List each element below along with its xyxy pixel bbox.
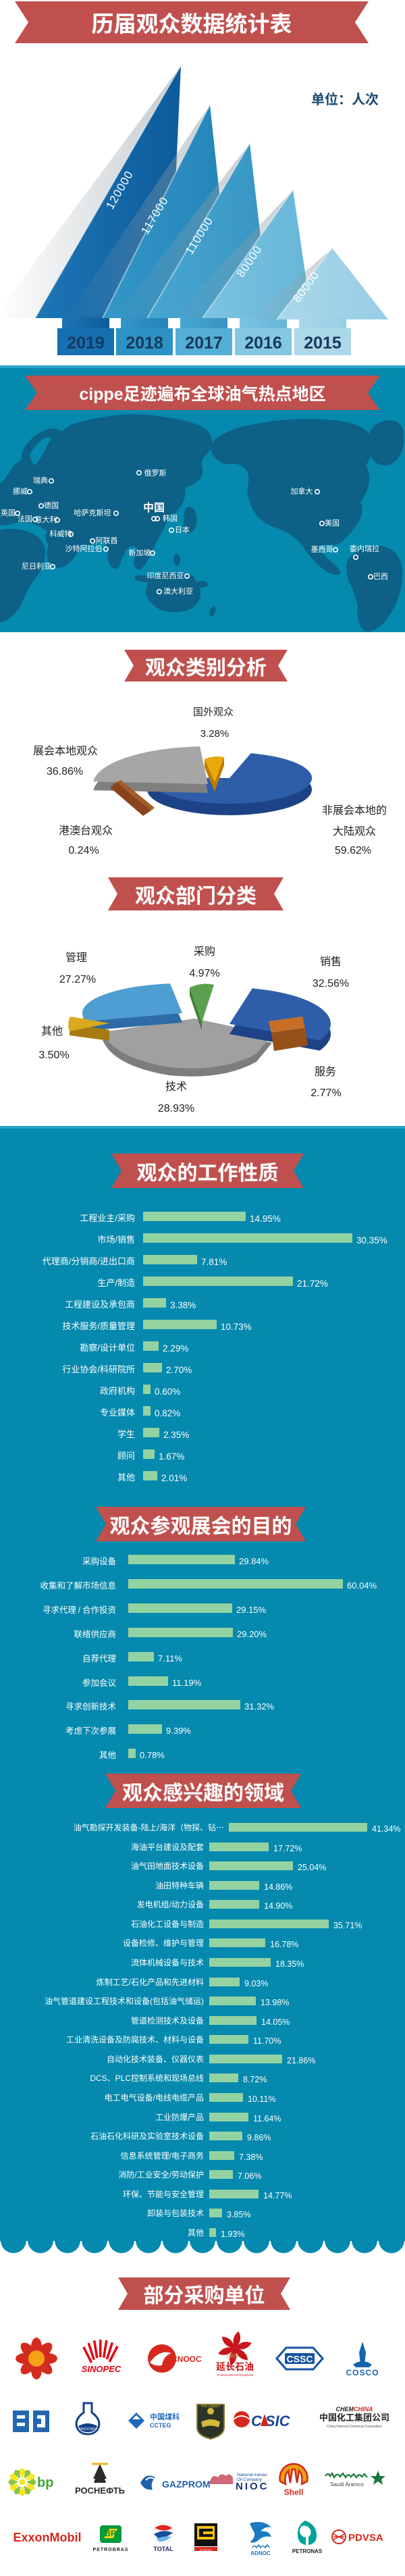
svg-text:科威特: 科威特 (50, 528, 72, 539)
svg-text:YANCHANG PETROLEUM: YANCHANG PETROLEUM (217, 2373, 253, 2377)
svg-text:哈萨克斯坦: 哈萨克斯坦 (74, 507, 111, 518)
svg-text:ExxonMobil: ExxonMobil (13, 2528, 81, 2546)
svg-text:澳大利亚: 澳大利亚 (163, 586, 193, 596)
svg-text:GAZPROM: GAZPROM (162, 2477, 211, 2491)
svg-text:BR: BR (105, 2527, 117, 2539)
svg-text:2016: 2016 (244, 330, 282, 354)
svg-text:1905: 1905 (226, 2352, 238, 2360)
svg-text:墨西哥: 墨西哥 (311, 544, 333, 555)
svg-text:РОСНЕФТЬ: РОСНЕФТЬ (75, 2483, 125, 2496)
svg-text:瑞典: 瑞典 (33, 475, 48, 486)
svg-text:韩国: 韩国 (163, 513, 178, 523)
svg-text:PETRONAS: PETRONAS (292, 2548, 323, 2555)
svg-text:PETROBRAS: PETROBRAS (93, 2546, 129, 2553)
svg-text:法国: 法国 (18, 513, 32, 524)
svg-text:SINOPEC: SINOPEC (82, 2362, 122, 2375)
svg-text:挪威: 挪威 (13, 486, 28, 496)
svg-text:2015: 2015 (304, 330, 342, 354)
svg-text:英国: 英国 (1, 507, 16, 518)
svg-text:俄罗斯: 俄罗斯 (144, 467, 167, 478)
svg-text:China National Chemical Corpor: China National Chemical Corporation (327, 2424, 382, 2429)
svg-text:加拿大: 加拿大 (291, 486, 313, 496)
svg-text:延长石油: 延长石油 (216, 2360, 254, 2373)
svg-text:ADNOC: ADNOC (250, 2550, 271, 2557)
svg-text:印度尼西亚: 印度尼西亚 (147, 570, 184, 581)
svg-text:中国煤科: 中国煤科 (150, 2411, 180, 2422)
svg-text:TOTAL: TOTAL (153, 2544, 173, 2553)
svg-text:CNOOC: CNOOC (171, 2353, 202, 2365)
svg-text:bp: bp (37, 2471, 53, 2491)
svg-text:Shell: Shell (284, 2486, 304, 2498)
svg-text:沙特阿拉伯: 沙特阿拉伯 (65, 543, 103, 554)
svg-text:CCTEG: CCTEG (150, 2421, 171, 2429)
svg-text:美国: 美国 (325, 517, 340, 528)
svg-text:sonatrach: sonatrach (200, 2548, 212, 2552)
svg-text:C SIC: C SIC (251, 2409, 291, 2431)
svg-text:COSCO: COSCO (346, 2367, 379, 2378)
svg-text:2018: 2018 (126, 330, 163, 354)
svg-text:阿联酋: 阿联酋 (96, 535, 118, 546)
svg-text:尼日利亚: 尼日利亚 (22, 561, 51, 571)
svg-text:委内瑞拉: 委内瑞拉 (350, 543, 379, 554)
svg-text:2019: 2019 (67, 330, 105, 354)
svg-text:National Iranian: National Iranian (237, 2471, 268, 2477)
svg-text:NIOC: NIOC (236, 2479, 269, 2493)
svg-text:巴西: 巴西 (373, 571, 388, 582)
svg-text:SINOCHEM: SINOCHEM (79, 2427, 97, 2431)
svg-text:Oil Company: Oil Company (237, 2475, 263, 2482)
svg-text:中国: 中国 (143, 498, 165, 515)
svg-text:2017: 2017 (185, 330, 223, 354)
svg-text:德国: 德国 (44, 500, 59, 511)
svg-text:PDVSA: PDVSA (348, 2530, 383, 2544)
svg-text:CSSC: CSSC (287, 2352, 313, 2366)
svg-text:中国化工集团公司: 中国化工集团公司 (319, 2411, 389, 2423)
svg-text:日本: 日本 (175, 524, 190, 535)
svg-text:CHEMCHINA: CHEMCHINA (336, 2404, 373, 2413)
svg-text:意大利: 意大利 (35, 514, 57, 525)
svg-text:新加坡: 新加坡 (129, 547, 151, 558)
svg-text:中国人民解放军: 中国人民解放军 (201, 2404, 220, 2408)
svg-text:Saudi Aramco: Saudi Aramco (330, 2481, 364, 2488)
